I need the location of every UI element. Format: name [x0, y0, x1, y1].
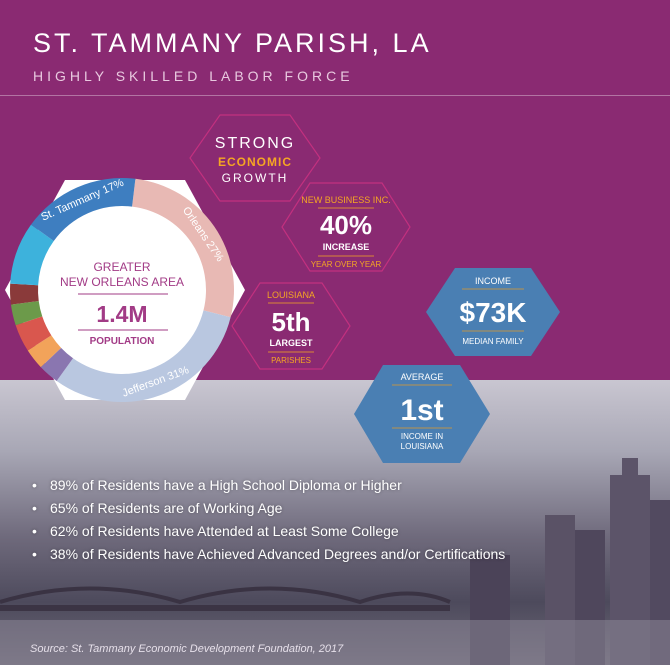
fact-item: 62% of Residents have Attended at Least … — [32, 520, 505, 543]
average-hexagon — [354, 365, 490, 463]
fact-item: 89% of Residents have a High School Dipl… — [32, 474, 505, 497]
header-divider — [0, 95, 670, 96]
donut-slice-other-3 — [15, 316, 52, 351]
city-skyline-image — [0, 458, 670, 665]
growth-line1: STRONG — [215, 135, 295, 152]
louisiana-bottom: PARISHES — [271, 356, 311, 365]
donut-slice-jefferson — [56, 310, 231, 402]
income-hexagon — [426, 268, 560, 356]
fact-item: 65% of Residents are of Working Age — [32, 497, 505, 520]
donut-hexagon — [5, 180, 245, 400]
new-business-top: NEW BUSINESS INC. — [301, 195, 391, 205]
donut-slice-other-1 — [40, 347, 74, 381]
new-business-hexagon — [281, 182, 411, 272]
donut-region-line1: GREATER — [93, 260, 150, 274]
growth-line3: GROWTH — [222, 171, 289, 185]
fact-item: 38% of Residents have Achieved Advanced … — [32, 543, 505, 566]
facts-list: 89% of Residents have a High School Dipl… — [32, 474, 505, 566]
page-subtitle: HIGHLY SKILLED LABOR FORCE — [33, 68, 354, 84]
growth-line2: ECONOMIC — [218, 155, 292, 169]
income-value: $73K — [460, 297, 527, 328]
donut-chart: Orleans 27%Jefferson 31%St. Tammany 17% — [9, 177, 234, 402]
donut-value-label: POPULATION — [90, 336, 155, 347]
income-bottom: MEDIAN FAMILY — [462, 337, 524, 346]
page-title: ST. TAMMANY PARISH, LA — [33, 28, 432, 58]
louisiana-sub: LARGEST — [269, 338, 313, 348]
louisiana-value: 5th — [272, 307, 311, 337]
donut-slice-other-6 — [10, 224, 54, 286]
source-note: Source: St. Tammany Economic Development… — [30, 643, 344, 655]
income-top: INCOME — [475, 276, 511, 286]
new-business-sub: INCREASE — [323, 242, 370, 252]
donut-slice-orleans — [132, 178, 234, 318]
average-bottom-line1: INCOME IN — [401, 432, 443, 441]
donut-region-line2: NEW ORLEANS AREA — [60, 275, 184, 289]
stats-graphic: Orleans 27%Jefferson 31%St. Tammany 17% … — [5, 114, 560, 463]
donut-value: 1.4M — [96, 301, 147, 327]
average-top: AVERAGE — [401, 372, 444, 382]
new-business-value: 40% — [320, 210, 372, 240]
louisiana-top: LOUISIANA — [267, 290, 315, 300]
louisiana-hexagon — [231, 282, 351, 370]
donut-slice-other-4 — [10, 300, 43, 326]
average-bottom-line2: LOUISIANA — [401, 442, 444, 451]
donut-slice-other-2 — [27, 335, 62, 368]
donut-slice-other-5 — [9, 283, 39, 305]
growth-hexagon — [189, 114, 321, 202]
donut-slice-st-tammany — [31, 178, 136, 242]
average-value: 1st — [400, 394, 443, 427]
new-business-bottom: YEAR OVER YEAR — [311, 260, 382, 269]
